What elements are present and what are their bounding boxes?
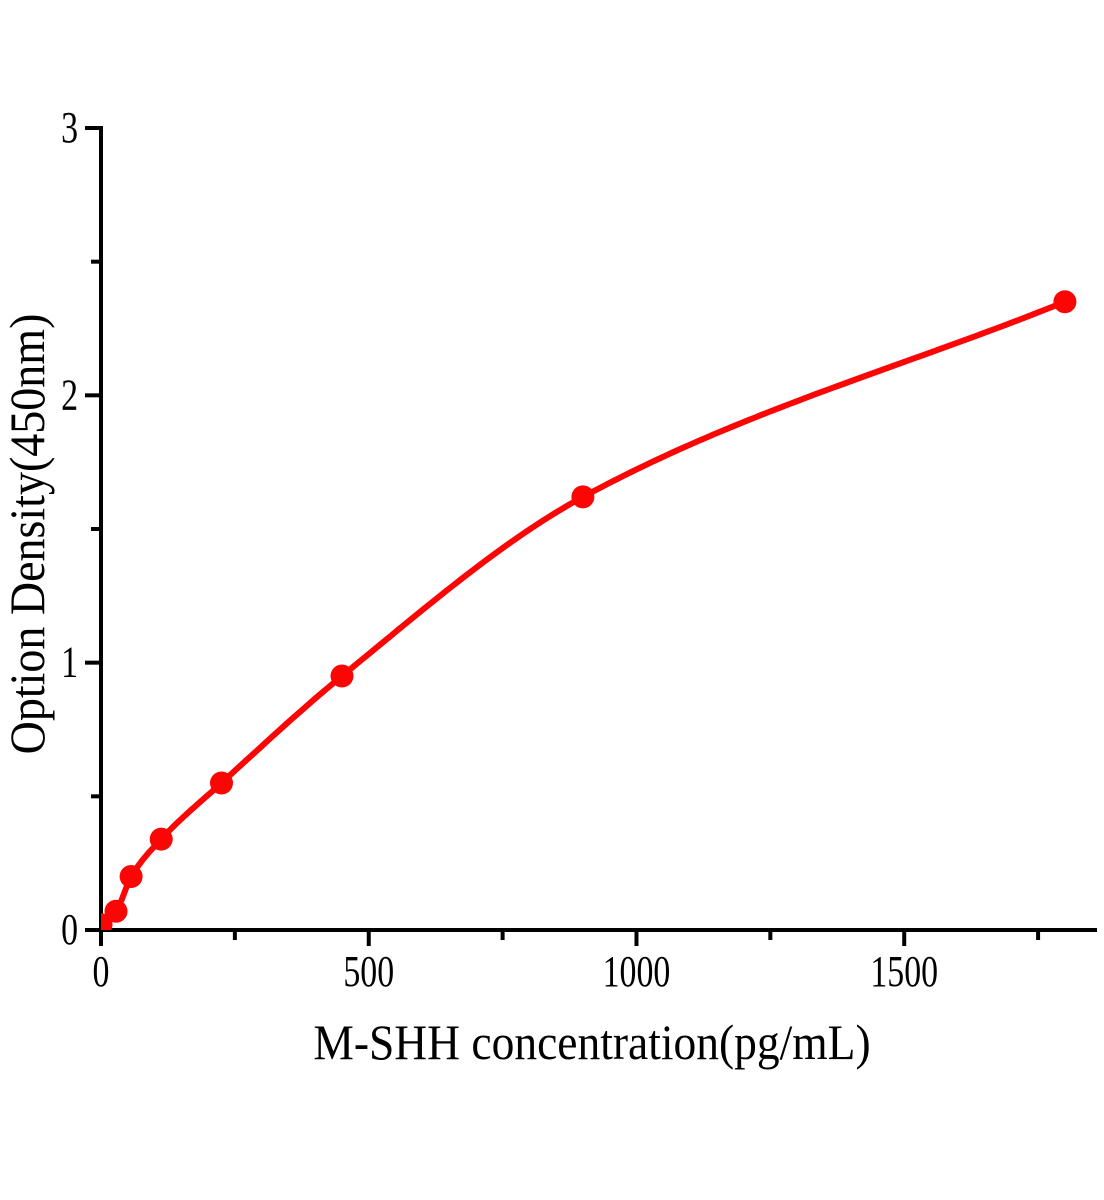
x-tick-label-group: 0 xyxy=(93,948,110,996)
y-tick-label: 1 xyxy=(61,639,78,687)
x-tick-label: 1500 xyxy=(870,948,938,996)
data-point xyxy=(330,664,354,688)
data-point xyxy=(149,827,173,851)
y-tick-label-group: 2 xyxy=(61,371,78,419)
y-tick-label-group: 3 xyxy=(61,104,78,152)
standard-curve-line xyxy=(101,298,1068,928)
x-tick-label: 1000 xyxy=(603,948,671,996)
tick-labels: 0 1 2 3 0 500 1000 1500 xyxy=(61,104,938,996)
y-tick-label: 0 xyxy=(61,906,78,954)
y-tick-label: 2 xyxy=(61,371,78,419)
data-point xyxy=(104,899,128,923)
x-axis-title: M-SHH concentration(pg/mL) xyxy=(313,1014,871,1070)
x-tick-label: 500 xyxy=(343,948,394,996)
series-group xyxy=(101,290,1077,930)
data-point xyxy=(1053,290,1077,314)
axes xyxy=(85,126,1097,946)
x-tick-label-group: 500 xyxy=(343,948,394,996)
y-tick-label-group: 0 xyxy=(61,906,78,954)
data-point xyxy=(210,771,233,795)
y-tick-label: 3 xyxy=(61,104,78,152)
y-axis-title: Option Density(450nm) xyxy=(0,313,55,755)
y-tick-label-group: 1 xyxy=(61,639,78,687)
data-point xyxy=(571,485,595,509)
x-tick-label-group: 1500 xyxy=(870,948,938,996)
data-point xyxy=(119,865,143,888)
x-tick-label: 0 xyxy=(93,948,110,996)
x-tick-label-group: 1000 xyxy=(603,948,671,996)
